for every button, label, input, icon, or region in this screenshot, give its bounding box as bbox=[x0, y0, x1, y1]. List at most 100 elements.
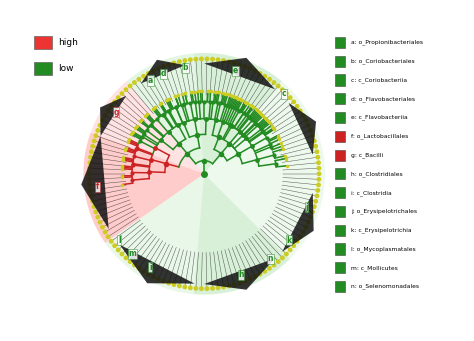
Circle shape bbox=[317, 183, 320, 187]
Circle shape bbox=[233, 283, 236, 286]
Circle shape bbox=[222, 59, 225, 62]
Circle shape bbox=[317, 178, 320, 181]
Circle shape bbox=[92, 205, 96, 208]
Circle shape bbox=[248, 67, 252, 70]
Text: g: c_Bacilli: g: c_Bacilli bbox=[351, 152, 383, 158]
Text: f: f bbox=[96, 182, 99, 191]
Circle shape bbox=[88, 183, 91, 187]
Circle shape bbox=[301, 114, 305, 117]
FancyBboxPatch shape bbox=[336, 206, 345, 217]
Circle shape bbox=[299, 109, 302, 113]
Circle shape bbox=[263, 74, 266, 78]
Circle shape bbox=[146, 72, 150, 75]
Circle shape bbox=[314, 145, 318, 148]
FancyBboxPatch shape bbox=[336, 168, 345, 179]
FancyBboxPatch shape bbox=[336, 37, 345, 48]
Circle shape bbox=[309, 129, 312, 132]
Circle shape bbox=[120, 92, 124, 95]
Circle shape bbox=[101, 225, 104, 229]
Circle shape bbox=[194, 58, 198, 61]
Circle shape bbox=[146, 272, 150, 276]
Polygon shape bbox=[204, 58, 275, 89]
Circle shape bbox=[258, 272, 262, 276]
FancyBboxPatch shape bbox=[336, 93, 345, 104]
Circle shape bbox=[254, 69, 257, 73]
Circle shape bbox=[133, 263, 136, 267]
Circle shape bbox=[94, 210, 98, 213]
Text: d: o_Flavobacteriales: d: o_Flavobacteriales bbox=[351, 96, 415, 102]
Circle shape bbox=[318, 172, 321, 176]
Circle shape bbox=[285, 252, 288, 256]
Circle shape bbox=[276, 84, 280, 88]
Circle shape bbox=[91, 145, 94, 148]
Circle shape bbox=[88, 161, 91, 164]
Circle shape bbox=[289, 248, 292, 252]
FancyBboxPatch shape bbox=[336, 112, 345, 123]
Text: l: o_Mycoplasmatales: l: o_Mycoplasmatales bbox=[351, 246, 415, 252]
Text: e: c_Flavobacteriia: e: c_Flavobacteriia bbox=[351, 115, 407, 120]
FancyBboxPatch shape bbox=[34, 36, 52, 49]
Circle shape bbox=[268, 267, 271, 270]
Circle shape bbox=[314, 199, 318, 203]
FancyBboxPatch shape bbox=[336, 74, 345, 86]
Circle shape bbox=[109, 105, 113, 108]
Circle shape bbox=[317, 166, 320, 170]
Text: g: g bbox=[113, 107, 119, 117]
Text: k: k bbox=[286, 236, 292, 244]
Circle shape bbox=[91, 199, 94, 203]
FancyBboxPatch shape bbox=[336, 243, 345, 255]
Circle shape bbox=[156, 67, 160, 70]
Circle shape bbox=[194, 287, 198, 290]
Circle shape bbox=[152, 275, 155, 279]
Circle shape bbox=[316, 155, 319, 159]
Circle shape bbox=[205, 57, 209, 61]
Circle shape bbox=[90, 194, 93, 197]
Circle shape bbox=[89, 189, 92, 192]
Text: b: b bbox=[183, 63, 188, 72]
Polygon shape bbox=[105, 174, 204, 294]
FancyBboxPatch shape bbox=[336, 281, 345, 292]
Circle shape bbox=[117, 248, 120, 252]
Circle shape bbox=[227, 284, 231, 288]
Circle shape bbox=[312, 139, 316, 143]
Circle shape bbox=[152, 69, 155, 73]
Circle shape bbox=[205, 287, 209, 290]
Text: h: o_Clostridiales: h: o_Clostridiales bbox=[351, 171, 402, 177]
Circle shape bbox=[289, 96, 292, 99]
Polygon shape bbox=[141, 60, 185, 84]
Circle shape bbox=[311, 210, 314, 213]
Circle shape bbox=[248, 277, 252, 281]
Polygon shape bbox=[100, 96, 126, 136]
FancyBboxPatch shape bbox=[336, 262, 345, 273]
FancyBboxPatch shape bbox=[336, 225, 345, 236]
Text: l: l bbox=[118, 236, 121, 244]
Circle shape bbox=[178, 284, 181, 288]
FancyBboxPatch shape bbox=[336, 187, 345, 198]
Circle shape bbox=[113, 100, 116, 104]
Circle shape bbox=[311, 134, 314, 137]
Circle shape bbox=[183, 59, 187, 62]
FancyBboxPatch shape bbox=[336, 56, 345, 67]
Text: high: high bbox=[58, 38, 78, 47]
Polygon shape bbox=[127, 54, 204, 174]
Text: e: e bbox=[233, 66, 238, 75]
Text: k: c_Erysipelotrichia: k: c_Erysipelotrichia bbox=[351, 227, 411, 233]
FancyBboxPatch shape bbox=[34, 62, 52, 75]
Circle shape bbox=[295, 105, 299, 108]
Circle shape bbox=[106, 109, 110, 113]
Circle shape bbox=[263, 270, 266, 273]
Circle shape bbox=[172, 61, 176, 65]
Polygon shape bbox=[81, 136, 109, 229]
Text: m: m bbox=[128, 249, 136, 258]
Circle shape bbox=[137, 77, 141, 81]
Circle shape bbox=[295, 240, 299, 243]
Circle shape bbox=[317, 161, 320, 164]
Text: n: o_Selenomonadales: n: o_Selenomonadales bbox=[351, 284, 419, 290]
Circle shape bbox=[238, 281, 241, 285]
Circle shape bbox=[98, 221, 102, 224]
Polygon shape bbox=[204, 258, 275, 290]
Circle shape bbox=[211, 58, 214, 61]
Circle shape bbox=[301, 230, 305, 234]
FancyBboxPatch shape bbox=[336, 150, 345, 161]
Text: a: a bbox=[148, 76, 153, 85]
